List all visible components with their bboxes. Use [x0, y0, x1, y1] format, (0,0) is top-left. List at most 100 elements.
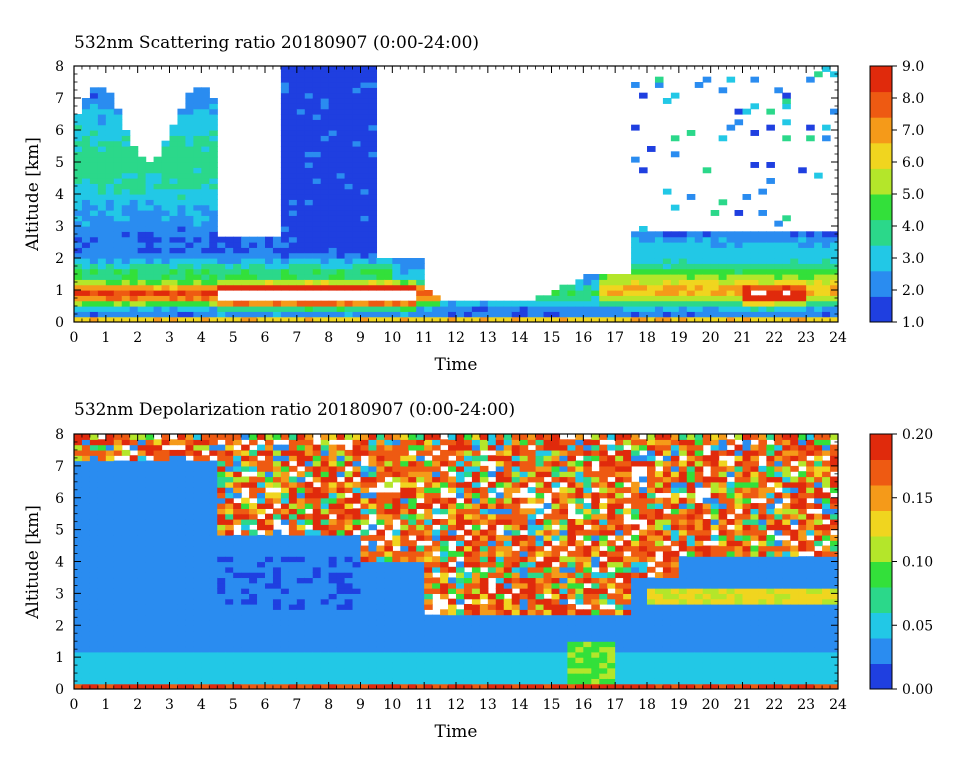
heatmap-cell: [177, 577, 186, 583]
heatmap-cell: [265, 514, 274, 520]
heatmap-cell: [353, 231, 362, 237]
heatmap-cell: [353, 141, 362, 147]
heatmap-cell: [162, 625, 171, 631]
heatmap-cell: [122, 599, 131, 605]
heatmap-cell: [345, 577, 354, 583]
heatmap-cell: [719, 306, 728, 312]
heatmap-cell: [345, 657, 354, 663]
heatmap-cell: [130, 205, 139, 211]
heatmap-cell: [82, 524, 91, 530]
heatmap-cell: [416, 471, 425, 477]
heatmap-cell: [138, 604, 147, 610]
heatmap-cell: [281, 178, 290, 184]
heatmap-cell: [154, 631, 163, 637]
heatmap-cell: [225, 535, 234, 541]
heatmap-cell: [138, 678, 147, 684]
heatmap-cell: [130, 146, 139, 152]
heatmap-cell: [305, 221, 314, 227]
heatmap-cell: [345, 434, 354, 440]
heatmap-cell: [766, 231, 775, 237]
heatmap-cell: [209, 311, 218, 317]
heatmap-cell: [329, 141, 338, 147]
heatmap-cell: [209, 662, 218, 668]
heatmap-cell: [496, 673, 505, 679]
x-tick-label: 1: [101, 330, 110, 346]
y-tick-label: 2: [55, 251, 64, 267]
heatmap-cell: [233, 477, 242, 483]
heatmap-cell: [392, 503, 401, 509]
heatmap-cell: [90, 503, 99, 509]
heatmap-cell: [241, 535, 250, 541]
heatmap-cell: [727, 263, 736, 269]
heatmap-cell: [361, 247, 370, 253]
heatmap-cell: [289, 450, 298, 456]
heatmap-cell: [82, 226, 91, 232]
heatmap-cell: [392, 466, 401, 472]
heatmap-cell: [448, 577, 457, 583]
heatmap-cell: [353, 306, 362, 312]
heatmap-cell: [504, 482, 513, 488]
heatmap-cell: [408, 524, 417, 530]
heatmap-cell: [170, 247, 179, 253]
heatmap-cell: [345, 157, 354, 163]
heatmap-cell: [353, 556, 362, 562]
heatmap-cell: [225, 487, 234, 493]
heatmap-cell: [193, 290, 202, 296]
heatmap-cell: [297, 258, 306, 264]
heatmap-cell: [297, 487, 306, 493]
heatmap-cell: [313, 71, 322, 77]
heatmap-cell: [345, 183, 354, 189]
heatmap-cell: [201, 546, 210, 552]
heatmap-cell: [249, 503, 258, 509]
heatmap-cell: [170, 540, 179, 546]
heatmap-cell: [241, 636, 250, 642]
heatmap-cell: [106, 477, 115, 483]
heatmap-cell: [74, 226, 83, 232]
heatmap-cell: [162, 577, 171, 583]
heatmap-cell: [408, 604, 417, 610]
heatmap-cell: [289, 583, 298, 589]
heatmap-cell: [177, 604, 186, 610]
heatmap-cell: [146, 487, 155, 493]
heatmap-cell: [337, 119, 346, 125]
heatmap-cell: [98, 678, 107, 684]
heatmap-cell: [82, 492, 91, 498]
heatmap-cell: [472, 546, 481, 552]
heatmap-cell: [615, 306, 624, 312]
heatmap-cell: [313, 173, 322, 179]
heatmap-cell: [806, 311, 815, 317]
heatmap-cell: [520, 588, 529, 594]
heatmap-cell: [281, 652, 290, 658]
heatmap-cell: [496, 551, 505, 557]
heatmap-cell: [177, 247, 186, 253]
heatmap-cell: [74, 450, 83, 456]
heatmap-cell: [193, 311, 202, 317]
y-tick-label: 0: [55, 315, 64, 331]
heatmap-cell: [448, 657, 457, 663]
heatmap-cell: [496, 657, 505, 663]
heatmap-cell: [464, 503, 473, 509]
heatmap-cell: [170, 477, 179, 483]
heatmap-cell: [225, 242, 234, 248]
heatmap-cell: [416, 274, 425, 280]
heatmap-cell: [480, 492, 489, 498]
heatmap-cell: [138, 173, 147, 179]
heatmap-cell: [408, 577, 417, 583]
heatmap-cell: [353, 263, 362, 269]
heatmap-cell: [170, 269, 179, 275]
heatmap-cell: [114, 535, 123, 541]
heatmap-cell: [297, 141, 306, 147]
heatmap-cell: [424, 668, 433, 674]
heatmap-cell: [345, 66, 354, 72]
heatmap-cell: [806, 285, 815, 291]
heatmap-cell: [233, 556, 242, 562]
heatmap-cell: [416, 562, 425, 568]
heatmap-cell: [655, 301, 664, 307]
heatmap-cell: [265, 269, 274, 275]
heatmap-cell: [456, 641, 465, 647]
heatmap-cell: [504, 609, 513, 615]
heatmap-cell: [711, 301, 720, 307]
heatmap-cell: [297, 673, 306, 679]
heatmap-cell: [440, 609, 449, 615]
x-tick-label: 24: [829, 330, 847, 346]
